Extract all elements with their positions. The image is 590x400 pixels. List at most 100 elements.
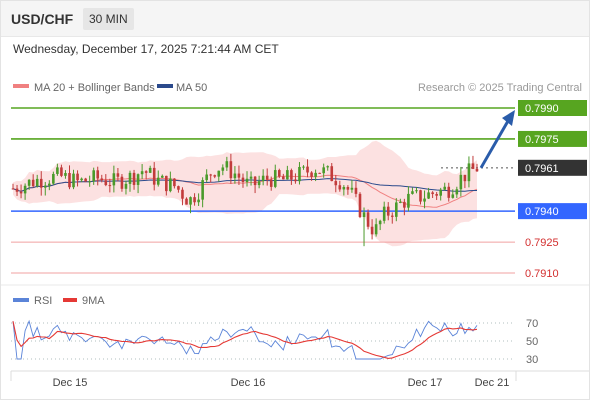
- candle-body: [423, 198, 426, 202]
- candle-body: [403, 201, 406, 208]
- candle-body: [193, 197, 196, 203]
- candle-body: [80, 178, 83, 181]
- candle-body: [116, 173, 120, 177]
- candle-body: [76, 173, 79, 181]
- candle-body: [189, 197, 192, 205]
- candle-body: [11, 188, 15, 190]
- time-axis: Dec 15 Dec 16 Dec 17 Dec 21: [53, 377, 510, 389]
- candle-body: [160, 175, 164, 178]
- candle-body: [350, 187, 354, 190]
- candle-body: [72, 173, 75, 188]
- candle-body: [128, 172, 132, 184]
- candle-body: [374, 224, 378, 235]
- time-axis-label: Dec 16: [231, 377, 266, 389]
- candle-body: [124, 183, 128, 189]
- candle-body: [185, 198, 188, 205]
- candle-body: [241, 177, 245, 183]
- candle-body: [358, 193, 362, 218]
- candle-body: [310, 172, 313, 177]
- current-price-label: 0.7961: [525, 163, 559, 175]
- rsi-tick-label: 70: [526, 318, 538, 330]
- rsi-tick-label: 30: [526, 354, 538, 366]
- time-axis-label: Dec 17: [408, 377, 443, 389]
- candle-body: [173, 178, 176, 187]
- candle-body: [197, 199, 200, 203]
- candle-body: [399, 201, 402, 203]
- credit-label: Research © 2025 Trading Central: [418, 82, 582, 94]
- current-price-badge: [518, 159, 587, 176]
- chart-canvas: MA 20 + Bollinger Bands MA 50 Research ©…: [1, 82, 589, 389]
- candle-body: [435, 194, 438, 196]
- ma20-legend-swatch: [13, 84, 29, 88]
- candle-body: [213, 175, 217, 177]
- candle-body: [407, 193, 410, 208]
- candle-body: [314, 172, 317, 177]
- ma20-legend-label: MA 20 + Bollinger Bands: [34, 82, 155, 94]
- candle-body: [298, 166, 301, 182]
- candle-body: [334, 181, 338, 186]
- candle-body: [39, 178, 43, 188]
- candle-body: [169, 178, 172, 192]
- pivot-badge: [518, 203, 587, 220]
- candle-body: [415, 190, 418, 192]
- candle-body: [88, 181, 91, 183]
- candle-body: [15, 188, 19, 192]
- rsi-line: [12, 319, 478, 360]
- candle-body: [100, 178, 104, 181]
- candle-body: [229, 161, 233, 179]
- candle-body: [294, 179, 297, 182]
- candle-body: [233, 173, 237, 179]
- candle-body: [148, 167, 152, 173]
- price-labels: 0.7990 0.7975 0.7961 0.7940 0.7925 0.7910: [518, 100, 587, 280]
- candle-body: [205, 174, 208, 181]
- candle-body: [104, 180, 108, 186]
- candle-body: [261, 175, 265, 182]
- candle-body: [181, 189, 184, 199]
- bollinger-band-area: [13, 140, 477, 247]
- candle-body: [48, 183, 51, 186]
- rsi-ma-legend-label: 9MA: [82, 295, 105, 307]
- candle-body: [427, 192, 430, 199]
- candle-body: [419, 190, 422, 202]
- candle-body: [322, 167, 325, 174]
- rsi-panel: 70 50 30: [11, 318, 538, 366]
- candle-body: [354, 187, 358, 194]
- candle-body: [282, 176, 285, 180]
- candle-body: [455, 189, 459, 195]
- candle-body: [152, 167, 156, 185]
- candle-body: [209, 174, 213, 176]
- candle-body: [249, 176, 253, 179]
- candle-body: [330, 166, 334, 182]
- candle-body: [221, 167, 225, 171]
- candle-body: [467, 163, 471, 182]
- candle-body: [43, 185, 47, 188]
- candle-body: [370, 226, 374, 235]
- price-levels: [11, 107, 515, 274]
- candle-body: [237, 173, 241, 178]
- datetime-label: Wednesday, December 17, 2025 7:21:44 AM …: [13, 42, 279, 56]
- candle-body: [136, 174, 140, 185]
- candle-body: [471, 163, 475, 169]
- candle-body: [451, 194, 455, 198]
- candle-body: [225, 161, 229, 168]
- bollinger-bands: [13, 140, 477, 247]
- candle-body: [52, 173, 55, 184]
- candle-body: [431, 192, 434, 195]
- resistance-badge: [518, 130, 587, 147]
- candle-body: [306, 166, 309, 173]
- candle-body: [156, 177, 160, 185]
- candle-body: [463, 174, 467, 182]
- candlesticks: [11, 153, 479, 247]
- candle-body: [177, 186, 180, 190]
- candle-body: [64, 173, 67, 176]
- candle-body: [265, 175, 269, 180]
- candle-body: [144, 171, 148, 173]
- candle-body: [346, 187, 350, 190]
- candle-body: [443, 186, 447, 190]
- candle-body: [27, 179, 31, 186]
- candle-body: [277, 170, 281, 177]
- rsi-legend-label: RSI: [34, 295, 52, 307]
- resistance-label: 0.7975: [525, 134, 559, 146]
- timeframe-badge[interactable]: 30 MIN: [83, 8, 134, 30]
